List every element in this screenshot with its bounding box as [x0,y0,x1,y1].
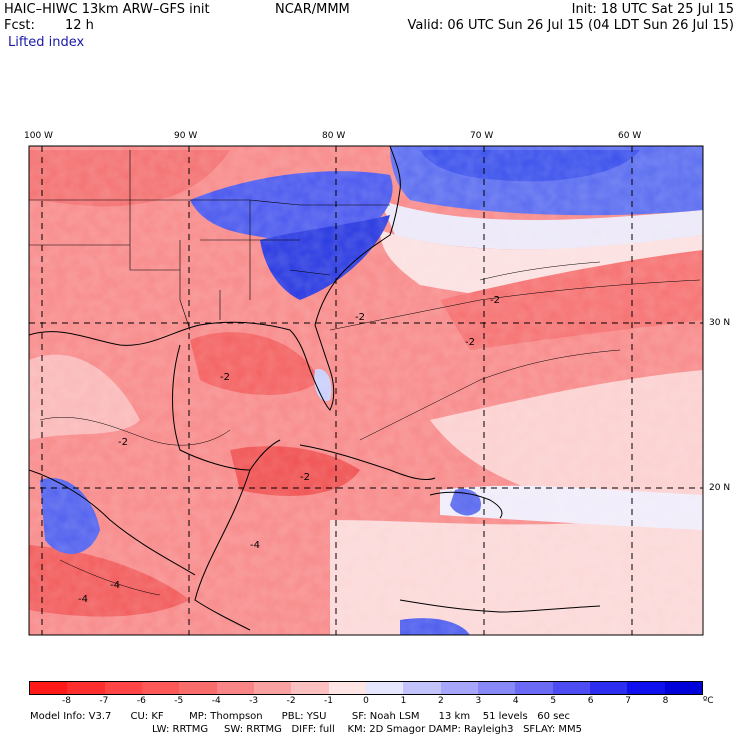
colorbar-cell [664,682,702,694]
model-info-line1: Model Info: V3.7 CU: KF MP: Thompson PBL… [30,711,570,722]
model-info-line2: LW: RRTMG SW: RRTMG DIFF: full KM: 2D Sm… [152,724,582,735]
colorbar-cell [179,682,217,694]
colorbar-tick-label: -1 [324,696,334,706]
colorbar-tick-label: 1 [400,696,407,706]
coastlines [29,146,601,631]
graticule [29,146,703,635]
contour-label: -4 [78,594,88,605]
colorbar [29,681,703,695]
colorbar-cell [627,682,665,694]
lat-label-20n: 20 N [709,483,731,493]
colorbar-tick-label: -2 [286,696,296,706]
lon-label-80w: 80 W [322,131,346,141]
lon-label-100w: 100 W [24,131,53,141]
state-borders [29,150,390,331]
colorbar-unit-label: ºC [703,696,714,706]
contour-label: -2 [490,295,500,306]
colorbar-tick-label: 4 [512,696,519,706]
colorbar-tick-label: 0 [363,696,369,706]
colorbar-cell [403,682,441,694]
colorbar-cell [253,682,292,694]
map-frame [28,145,704,636]
colorbar-cell [477,682,516,694]
colorbar-cell [440,682,478,694]
fcst-label: Fcst: [4,18,35,33]
colorbar-tick-label: 2 [438,696,444,706]
colorbar-tick-label: 5 [550,696,557,706]
colorbar-cell [365,682,404,694]
colorbar-cell [216,682,254,694]
contour-label: -2 [465,337,475,348]
contour-label: -2 [300,472,310,483]
colorbar-tick-label: -7 [99,696,109,706]
contours [39,261,701,596]
field-name: Lifted index [8,35,85,50]
colorbar-tick-label: -3 [249,696,259,706]
contour-label: -2 [355,312,365,323]
colorbar-tick-label: -4 [211,696,221,706]
lon-label-70w: 70 W [470,131,494,141]
colorbar-tick-label: -5 [174,696,184,706]
valid-time: Valid: 06 UTC Sun 26 Jul 15 (04 LDT Sun … [407,18,735,33]
lon-label-90w: 90 W [174,131,198,141]
colorbar-tick-label: 6 [587,696,594,706]
colorbar-cell [291,682,329,694]
colorbar-tick-label: 3 [475,696,482,706]
colorbar-tick-label: -8 [61,696,71,706]
contour-label: -4 [250,540,260,551]
colorbar-cell [552,682,590,694]
colorbar-cell [67,682,105,694]
org-label: NCAR/MMM [275,2,350,17]
model-title: HAIC–HIWC 13km ARW–GFS init [4,2,210,17]
contour-label: -4 [110,580,120,591]
colorbar-labels: -8 -7 -6 -5 -4 -3 -2 -1 0 1 2 3 4 5 6 7 8 ºC [0,696,740,708]
colorbar-cell [515,682,553,694]
colorbar-tick-label: -6 [136,696,146,706]
colorbar-cell [141,682,180,694]
colorbar-cell [589,682,628,694]
colorbar-cell [104,682,142,694]
contour-label: -2 [220,372,230,383]
colorbar-cell [30,682,68,694]
init-time: Init: 18 UTC Sat 25 Jul 15 [571,2,734,17]
lon-label-60w: 60 W [618,131,642,141]
colorbar-tick-label: 7 [625,696,631,706]
fcst-value: 12 h [65,18,94,33]
colorbar-tick-label: 8 [662,696,669,706]
lat-label-30n: 30 N [709,318,731,328]
colorbar-cell [328,682,366,694]
contour-label: -2 [118,437,128,448]
